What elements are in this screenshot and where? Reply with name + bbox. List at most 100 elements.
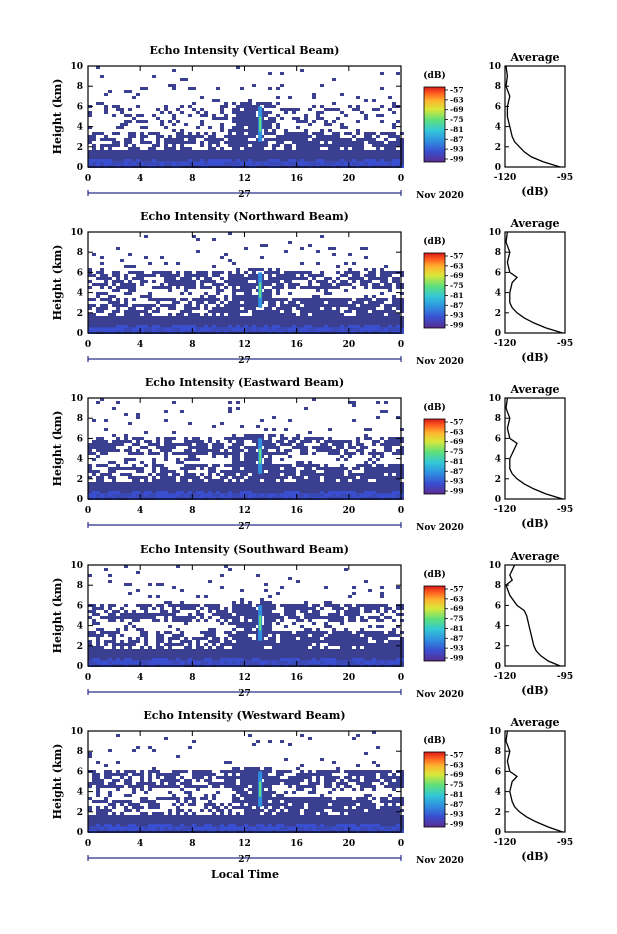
heatmap-cell [224,310,228,313]
heatmap-cell [212,132,216,135]
heatmap-cell [336,604,340,607]
heatmap-cell [300,138,304,141]
heatmap-cell [92,607,96,610]
heatmap-cell [380,298,384,301]
heatmap-cell [232,476,236,479]
heatmap-cell [164,467,168,470]
heatmap-cell [292,111,296,114]
heatmap-cell [100,479,104,482]
heatmap-cell [196,446,200,449]
heatmap-cell [100,268,104,271]
heatmap-cell [260,601,264,604]
colorbar-tick-label: -75 [450,281,464,290]
heatmap-cell [156,307,160,310]
heatmap-cell [316,604,320,607]
heatmap-cell [188,138,192,141]
heatmap-cell [184,319,188,322]
heatmap-cell [328,129,332,132]
heatmap-cell [364,476,368,479]
heatmap-cell [288,280,292,283]
heatmap-cell [96,649,100,652]
heatmap-cell [304,156,308,159]
heatmap-cell [236,150,240,153]
heatmap-cell [124,156,128,159]
heatmap-cell [156,482,160,485]
heatmap-cell [208,135,212,138]
heatmap-cell [164,138,168,141]
heatmap-cell [100,488,104,491]
heatmap-cell [128,135,132,138]
heatmap-cell [252,631,256,634]
heatmap-cell [92,443,96,446]
heatmap-cell [264,461,268,464]
heatmap-cell [128,114,132,117]
heatmap-cell [284,316,288,319]
heatmap-cell [144,604,148,607]
heatmap-cell [128,488,132,491]
heatmap-cell [96,271,100,274]
heatmap-cell [184,479,188,482]
heatmap-cell [160,156,164,159]
heatmap-cell [200,319,204,322]
heatmap-cell [212,99,216,102]
heatmap-cell [188,322,192,325]
heatmap-cell [248,132,252,135]
heatmap-cell [136,628,140,631]
heatmap-cell [344,322,348,325]
heatmap-cell [236,144,240,147]
heatmap-cell [188,132,192,135]
heatmap-cell [296,464,300,467]
heatmap-cell [156,604,160,607]
heatmap-cell [384,440,388,443]
heatmap-cell [136,571,140,574]
heatmap-cell [360,449,364,452]
heatmap-cell [356,637,360,640]
heatmap-cell [140,634,144,637]
heatmap-cell [120,322,124,325]
heatmap-cell [116,401,120,404]
heatmap-cell [92,482,96,485]
heatmap-cell [396,464,400,467]
heatmap-cell [128,643,132,646]
heatmap-cell [356,141,360,144]
heatmap-cell [164,144,168,147]
heatmap-cell [276,307,280,310]
heatmap-cell [160,467,164,470]
heatmap-cell [336,132,340,135]
heatmap-cell [248,105,252,108]
heatmap-cell [376,286,380,289]
heatmap-cell [216,99,220,102]
heatmap-cell [252,643,256,646]
heatmap-cell [108,319,112,322]
heatmap-cell [112,289,116,292]
heatmap-cell [124,153,128,156]
heatmap-cell [200,649,204,652]
heatmap-cell [324,319,328,322]
heatmap-cell [368,607,372,610]
heatmap-cell [344,604,348,607]
heatmap-cell [312,637,316,640]
heatmap-cell [220,138,224,141]
heatmap-cell [360,147,364,150]
heatmap-cell [380,132,384,135]
heatmap-cell [368,301,372,304]
heatmap-cell [212,271,216,274]
heatmap-cell [224,637,228,640]
heatmap-cell [188,310,192,313]
heatmap-cell [240,277,244,280]
heatmap-cell [168,150,172,153]
heatmap-cell [252,123,256,126]
heatmap-cell [260,313,264,316]
heatmap-cell [108,467,112,470]
heatmap-cell [204,604,208,607]
heatmap-cell [276,292,280,295]
heatmap-cell [272,488,276,491]
heatmap-cell [224,652,228,655]
heatmap-cell [144,322,148,325]
heatmap-cell [348,613,352,616]
heatmap-cell [124,265,128,268]
heatmap-cell [148,482,152,485]
heatmap-cell [180,144,184,147]
heatmap-cell [208,652,212,655]
heatmap-cell [168,643,172,646]
